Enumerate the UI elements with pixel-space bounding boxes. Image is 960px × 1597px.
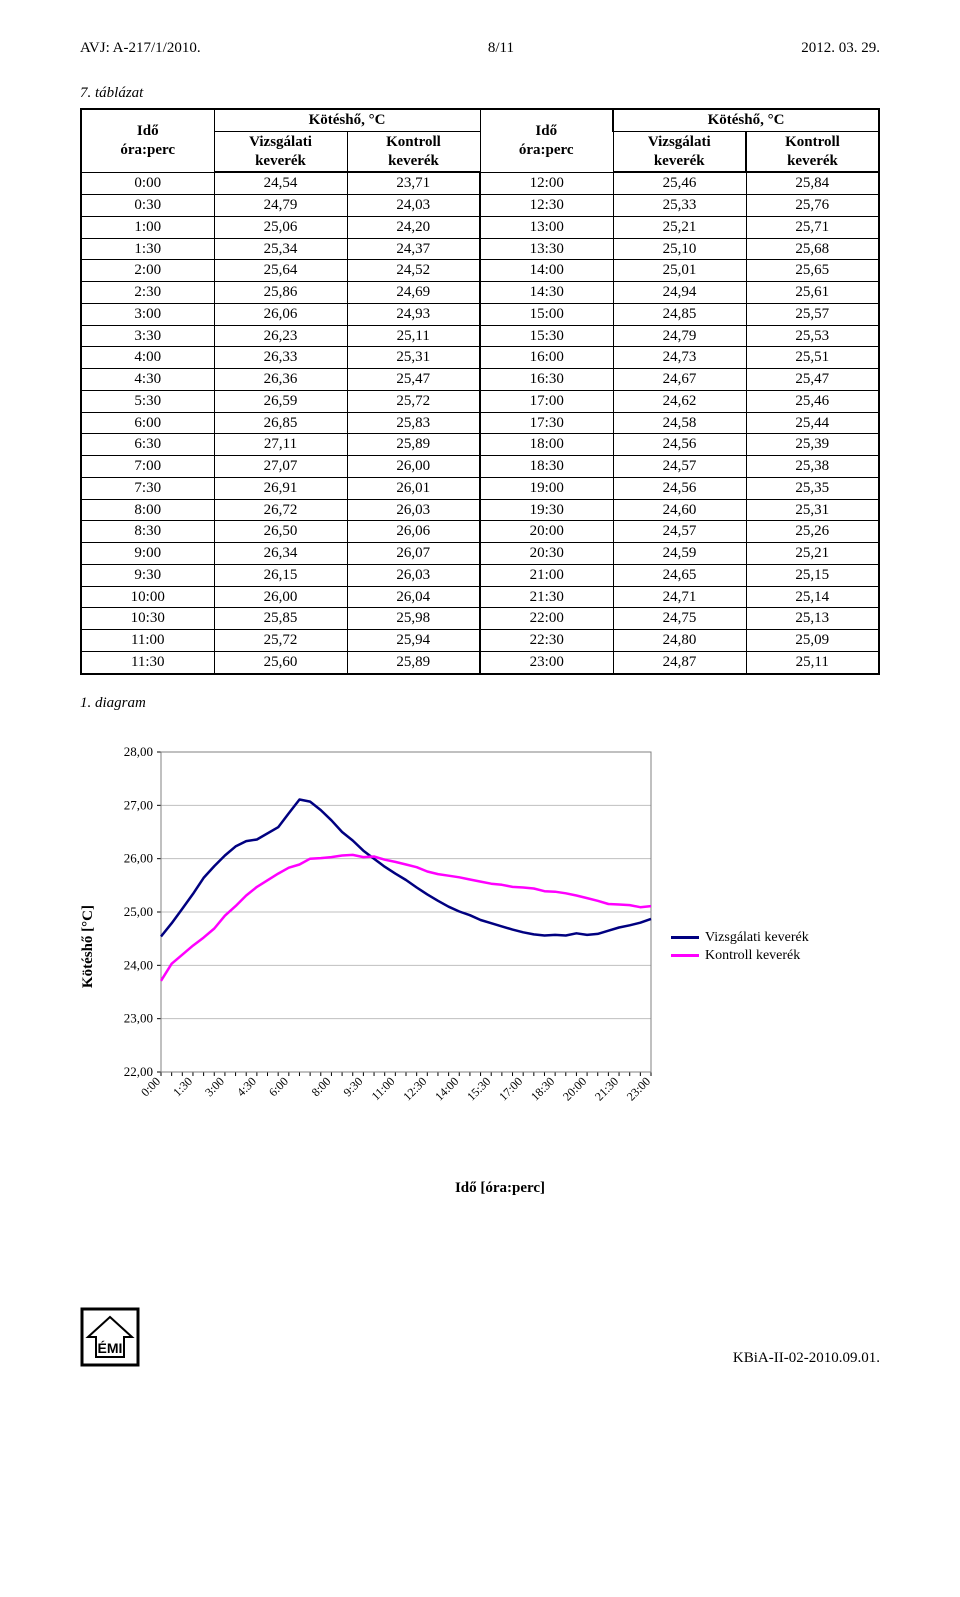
y-axis-label: Kötéshő [°C] [80, 905, 97, 988]
legend-swatch [671, 954, 699, 957]
legend-label: Kontroll keverék [705, 948, 800, 964]
svg-text:6:00: 6:00 [266, 1074, 291, 1099]
table-row: 8:0026,7226,0319:3024,6025,31 [81, 499, 879, 521]
footer-right: KBiA-II-02-2010.09.01. [733, 1350, 880, 1367]
table-row: 11:3025,6025,8923:0024,8725,11 [81, 651, 879, 673]
svg-text:18:30: 18:30 [528, 1074, 557, 1103]
table-row: 10:0026,0026,0421:3024,7125,14 [81, 586, 879, 608]
chart: Kötéshő [°C] 22,00 23,00 24,00 25,00 26,00 27… [80, 742, 880, 1197]
legend-item: Vizsgálati keverék [671, 930, 809, 946]
svg-text:4:30: 4:30 [234, 1074, 259, 1099]
svg-text:25,00: 25,00 [124, 904, 153, 919]
svg-text:17:00: 17:00 [496, 1074, 525, 1103]
table-row: 10:3025,8525,9822:0024,7525,13 [81, 608, 879, 630]
footer: ÉMI KBiA-II-02-2010.09.01. [0, 1307, 960, 1397]
svg-text:26,00: 26,00 [124, 850, 153, 865]
table-row: 7:3026,9126,0119:0024,5625,35 [81, 477, 879, 499]
table-row: 6:0026,8525,8317:3024,5825,44 [81, 412, 879, 434]
svg-text:23:00: 23:00 [624, 1074, 653, 1103]
svg-text:1:30: 1:30 [170, 1074, 195, 1099]
table-row: 1:3025,3424,3713:3025,1025,68 [81, 238, 879, 260]
svg-text:20:00: 20:00 [560, 1074, 589, 1103]
svg-text:21:30: 21:30 [592, 1074, 621, 1103]
header-right: 2012. 03. 29. [801, 40, 880, 57]
svg-text:ÉMI: ÉMI [98, 1340, 123, 1356]
header-center: 8/11 [488, 40, 514, 57]
svg-text:23,00: 23,00 [124, 1010, 153, 1025]
svg-text:9:30: 9:30 [341, 1074, 366, 1099]
table-row: 6:3027,1125,8918:0024,5625,39 [81, 434, 879, 456]
svg-text:11:00: 11:00 [369, 1074, 398, 1103]
table-row: 1:0025,0624,2013:0025,2125,71 [81, 216, 879, 238]
table-row: 0:3024,7924,0312:3025,3325,76 [81, 195, 879, 217]
svg-text:3:00: 3:00 [202, 1074, 227, 1099]
svg-text:8:00: 8:00 [309, 1074, 334, 1099]
svg-text:15:30: 15:30 [464, 1074, 493, 1103]
logo-icon: ÉMI [80, 1307, 140, 1367]
page-header: AVJ: A-217/1/2010. 8/11 2012. 03. 29. [80, 40, 880, 57]
table-row: 8:3026,5026,0620:0024,5725,26 [81, 521, 879, 543]
table-row: 9:3026,1526,0321:0024,6525,15 [81, 564, 879, 586]
table-row: 0:0024,5423,7112:0025,4625,84 [81, 172, 879, 194]
table-row: 2:0025,6424,5214:0025,0125,65 [81, 260, 879, 282]
legend-swatch [671, 936, 699, 939]
table-row: 9:0026,3426,0720:3024,5925,21 [81, 543, 879, 565]
legend: Vizsgálati keverék Kontroll keverék [671, 928, 809, 966]
svg-text:12:30: 12:30 [400, 1074, 429, 1103]
table-row: 3:0026,0624,9315:0024,8525,57 [81, 303, 879, 325]
table-row: 5:3026,5925,7217:0024,6225,46 [81, 390, 879, 412]
x-axis-label: Idő [óra:perc] [120, 1180, 880, 1197]
data-table: Időóra:perc Kötéshő, °C Időóra:perc Köté… [80, 108, 880, 675]
table-row: 4:3026,3625,4716:3024,6725,47 [81, 369, 879, 391]
table-row: 11:0025,7225,9422:3024,8025,09 [81, 630, 879, 652]
diagram-caption: 1. diagram [80, 695, 880, 712]
svg-text:14:00: 14:00 [432, 1074, 461, 1103]
header-left: AVJ: A-217/1/2010. [80, 40, 201, 57]
table-row: 3:3026,2325,1115:3024,7925,53 [81, 325, 879, 347]
legend-item: Kontroll keverék [671, 948, 809, 964]
svg-text:27,00: 27,00 [124, 797, 153, 812]
svg-text:22,00: 22,00 [124, 1064, 153, 1079]
chart-svg: 22,0023,0024,0025,0026,0027,0028,000:001… [101, 742, 661, 1152]
table-row: 7:0027,0726,0018:3024,5725,38 [81, 456, 879, 478]
svg-text:28,00: 28,00 [124, 744, 153, 759]
legend-label: Vizsgálati keverék [705, 930, 809, 946]
table-caption: 7. táblázat [80, 85, 880, 102]
table-row: 4:0026,3325,3116:0024,7325,51 [81, 347, 879, 369]
svg-text:24,00: 24,00 [124, 957, 153, 972]
table-row: 2:3025,8624,6914:3024,9425,61 [81, 282, 879, 304]
